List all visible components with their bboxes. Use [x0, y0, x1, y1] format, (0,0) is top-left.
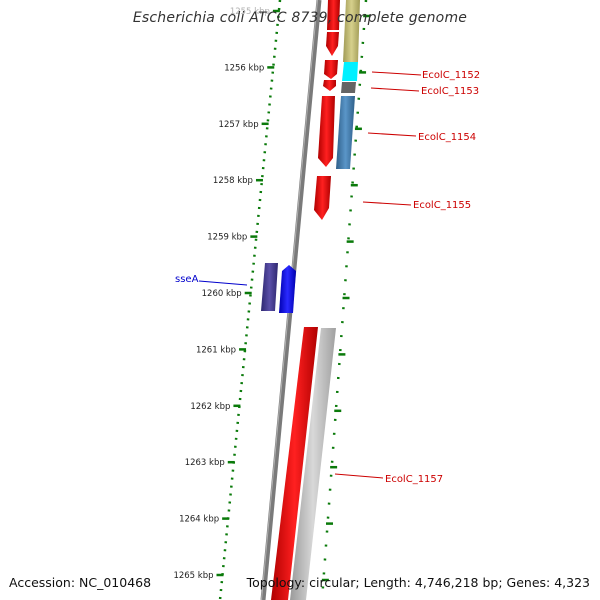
axis-tick-label: 1260 kbp	[202, 289, 242, 299]
gene-feature-olive[interactable]	[343, 0, 360, 62]
gene-feature-cyan[interactable]	[342, 62, 358, 81]
leader-line	[371, 71, 422, 76]
gene-label-ssea[interactable]: sseA	[175, 274, 199, 285]
axis-tick-label: 1255 kbp	[230, 7, 270, 17]
gene-label-ecolc-1152[interactable]: EcolC_1152	[422, 70, 480, 81]
leader-line	[362, 201, 412, 206]
gene-label-ecolc-1153[interactable]: EcolC_1153	[421, 86, 479, 97]
axis-tick-label: 1257 kbp	[219, 120, 259, 130]
leader-line	[367, 132, 417, 137]
gene-feature-steel-blue[interactable]	[336, 96, 355, 169]
gene-feature-forward-long[interactable]	[271, 327, 318, 600]
axis-tick-label: 1265 kbp	[173, 571, 213, 581]
genome-summary-text: Topology: circular; Length: 4,746,218 bp…	[246, 575, 590, 590]
gene-feature-gray-long[interactable]	[290, 328, 336, 600]
leader-line	[334, 473, 384, 479]
gene-feature-sseA[interactable]	[279, 265, 296, 313]
gene-feature-forward[interactable]	[323, 80, 336, 91]
axis-tick-label: 1256 kbp	[224, 63, 264, 73]
axis-tick-label: 1261 kbp	[196, 345, 236, 355]
gene-label-ecolc-1157[interactable]: EcolC_1157	[385, 474, 443, 485]
axis-tick-label: 1262 kbp	[190, 402, 230, 412]
axis-tick-label: 1259 kbp	[207, 233, 247, 243]
axis-tick-label: 1258 kbp	[213, 176, 253, 186]
gene-feature-forward[interactable]	[327, 0, 340, 30]
map-title: Escherichia coli ATCC 8739, complete gen…	[132, 10, 468, 26]
gene-label-ecolc-1155[interactable]: EcolC_1155	[413, 200, 471, 211]
axis-tick-label: 1264 kbp	[179, 515, 219, 525]
gene-feature-dark-gray[interactable]	[341, 82, 356, 93]
axis-ticks: 1255 kbp 1256 kbp 1257 kbp 1258 kbp 1259 kbp…	[173, 7, 371, 582]
axis-tick-label: 1263 kbp	[185, 458, 225, 468]
leader-line	[198, 280, 248, 286]
gene-feature-forward[interactable]	[314, 176, 331, 220]
gene-feature-forward[interactable]	[326, 32, 339, 56]
accession-text: Accession: NC_010468	[9, 575, 152, 590]
gene-feature-sseA-slate[interactable]	[261, 263, 278, 311]
gene-feature-forward[interactable]	[324, 60, 338, 79]
leader-line	[370, 87, 420, 92]
gene-feature-forward[interactable]	[318, 96, 335, 167]
gene-label-ecolc-1154[interactable]: EcolC_1154	[418, 132, 476, 143]
